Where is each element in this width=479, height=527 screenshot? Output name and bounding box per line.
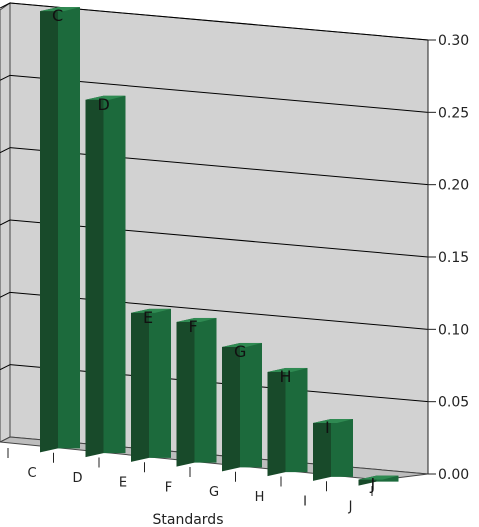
x-axis: C D E F G H I J [7,448,373,514]
bar [285,367,308,473]
x-tick-label: C [27,466,36,481]
x-tick-label: G [209,485,219,500]
bar [240,342,262,468]
x-tick-label: H [255,490,265,505]
bar-side [313,419,331,481]
bar-top [267,367,308,372]
data-label: E [143,308,153,327]
data-label: H [280,367,292,386]
x-tick-label: I [303,495,307,510]
x-axis-title: Standards [153,512,224,527]
bar [376,475,399,482]
x-tick-label: F [165,480,172,495]
bar-top [40,7,80,12]
bar-side [267,367,286,477]
y-tick-label: 0.30 [438,33,469,49]
bar [58,7,80,449]
bar-top [85,95,126,100]
data-labels: C D E F G H I J [52,6,375,493]
bar-top [176,317,217,322]
bar-side [222,342,240,472]
y-tick-label: 0.15 [438,250,469,266]
data-label: D [98,95,110,114]
bar-top [131,308,171,313]
side-gridline [0,74,11,81]
x-tick-label: D [72,471,82,486]
y-axis: 0.00 0.05 0.10 0.15 0.20 0.25 0.30 [427,33,469,483]
side-gridline [0,2,11,9]
y-tick-label: 0.25 [438,105,469,121]
side-gridline [0,219,11,226]
data-label: F [189,317,198,336]
bar-top [358,475,399,480]
bar-side [176,317,195,467]
bar-side [131,308,149,462]
side-gridline [0,291,11,298]
y-tick-label: 0.05 [438,395,469,411]
y-tick-label: 0.10 [438,322,469,338]
y-tick-label: 0.00 [438,467,469,483]
x-tick-label: J [348,499,353,514]
bar [331,419,353,477]
bar [103,95,126,454]
side-gridline [0,147,11,154]
side-gridline [0,364,11,371]
bars [40,7,399,486]
data-label: G [234,342,246,361]
bar-side [85,95,104,458]
data-label: J [370,475,376,494]
data-label: C [52,6,63,25]
x-tick-label: E [119,476,127,491]
bar-side [40,7,58,453]
data-label: I [325,418,330,437]
bar [194,317,217,463]
bar-top [313,419,353,424]
bar [149,308,171,458]
bar-top [222,342,262,347]
y-tick-label: 0.20 [438,178,469,194]
